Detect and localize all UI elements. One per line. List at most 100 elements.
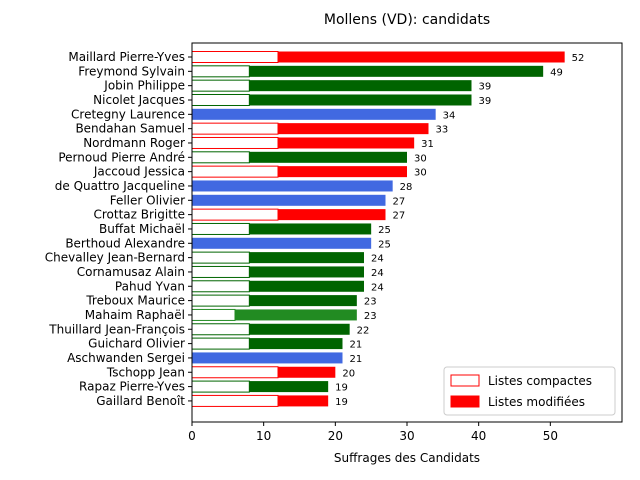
y-tick-label: Chevalley Jean-Bernard	[45, 251, 185, 265]
data-label: 24	[371, 254, 384, 265]
data-label: 39	[479, 96, 492, 107]
bar-modified	[278, 166, 407, 178]
y-tick-label: Jaccoud Jessica	[93, 165, 185, 179]
bar-group: 30	[191, 151, 427, 164]
data-label: 27	[393, 211, 406, 222]
bar-group: 25	[191, 222, 391, 236]
bar-compact	[191, 337, 250, 350]
x-axis: 0 10 20 30 40 50	[188, 422, 558, 443]
y-tick-label: Rapaz Pierre-Yves	[79, 380, 185, 394]
bar-compact	[191, 394, 279, 407]
bar-group: 27	[191, 208, 406, 222]
y-tick-label: Pernoud Pierre André	[58, 150, 185, 164]
y-tick-label: Berthoud Alexandre	[65, 236, 185, 250]
bar-modified	[249, 65, 544, 77]
bar-group: 24	[191, 280, 384, 293]
bars-layer: 5249393934333130302827272525242424232322…	[191, 51, 585, 408]
bar-group: 30	[191, 165, 427, 179]
bar-group: 52	[191, 51, 585, 64]
bar-group: 25	[192, 237, 391, 250]
y-tick-label: de Quattro Jacqueline	[55, 179, 185, 193]
bar-modified	[249, 223, 372, 235]
bar-compact	[191, 380, 250, 393]
bar-compact	[191, 308, 236, 321]
y-tick-label: Treboux Maurice	[85, 294, 185, 308]
data-label: 30	[414, 153, 427, 164]
legend-swatch	[450, 395, 480, 408]
bar-modified	[249, 280, 364, 292]
legend: Listes compactes Listes modifiées	[443, 366, 616, 416]
bar-modified	[278, 123, 429, 135]
bar-modified	[249, 80, 472, 92]
bar-group: 31	[191, 136, 434, 150]
x-tick-label: 10	[256, 429, 271, 443]
y-tick-label: Buffat Michaël	[99, 222, 185, 236]
bar-modified	[192, 237, 372, 249]
data-label: 31	[421, 139, 434, 150]
y-tick-label: Nicolet Jacques	[93, 93, 185, 107]
data-label: 49	[550, 67, 563, 78]
bar-modified	[235, 309, 357, 321]
bar-group: 19	[191, 394, 348, 408]
bar-group: 20	[191, 366, 355, 379]
bar-modified	[278, 137, 415, 149]
bar-modified	[249, 323, 350, 335]
data-label: 28	[400, 182, 413, 193]
bar-compact	[191, 51, 279, 63]
x-tick-label: 30	[399, 429, 414, 443]
bar-modified	[192, 108, 436, 120]
y-tick-label: Pahud Yvan	[115, 279, 185, 293]
y-tick-label: Jobin Philippe	[103, 79, 185, 93]
bar-compact	[191, 222, 250, 235]
bar-compact	[191, 93, 250, 106]
bar-group: 23	[191, 308, 377, 322]
bar-compact	[191, 208, 279, 221]
y-tick-label: Aschwanden Sergei	[67, 351, 185, 365]
data-label: 21	[350, 340, 363, 351]
bar-group: 23	[191, 294, 377, 308]
bar-compact	[191, 151, 250, 164]
y-tick-label: Crottaz Brigitte	[93, 208, 185, 222]
y-tick-label: Freymond Sylvain	[78, 64, 185, 78]
bar-group: 39	[191, 79, 492, 93]
y-tick-label: Tschopp Jean	[106, 365, 185, 379]
bar-compact	[191, 251, 250, 264]
legend-label: Listes modifiées	[488, 395, 585, 409]
x-tick-label: 20	[328, 429, 343, 443]
data-label: 22	[357, 325, 370, 336]
bar-modified	[278, 395, 329, 407]
data-label: 34	[443, 110, 456, 121]
legend-label: Listes compactes	[488, 374, 592, 388]
bar-compact	[191, 79, 250, 92]
bar-group: 39	[191, 93, 492, 107]
y-tick-label: Mahaim Raphaël	[85, 308, 185, 322]
chart-title: Mollens (VD): candidats	[324, 12, 490, 28]
data-label: 23	[364, 297, 377, 308]
x-tick-label: 50	[543, 429, 558, 443]
data-label: 24	[371, 282, 384, 293]
bar-compact	[191, 165, 279, 178]
y-tick-label: Bendahan Samuel	[75, 122, 185, 136]
bar-compact	[191, 366, 279, 379]
bar-modified	[249, 381, 329, 393]
bar-group: 28	[192, 180, 412, 193]
data-label: 24	[371, 268, 384, 279]
bar-compact	[191, 294, 250, 307]
bar-modified	[249, 94, 472, 106]
legend-box	[443, 366, 616, 416]
y-tick-label: Nordmann Roger	[83, 136, 185, 150]
bar-modified	[249, 266, 364, 278]
data-label: 19	[335, 383, 348, 394]
data-label: 39	[479, 82, 492, 93]
legend-swatch	[450, 374, 480, 387]
y-tick-label: Maillard Pierre-Yves	[68, 50, 185, 64]
bar-modified	[278, 209, 386, 221]
data-label: 25	[378, 239, 391, 250]
data-label: 52	[572, 53, 585, 64]
bar-compact	[191, 136, 279, 149]
bar-group: 22	[191, 323, 370, 336]
bar-group: 19	[191, 380, 348, 394]
bar-modified	[192, 352, 343, 364]
plot-frame	[191, 42, 623, 423]
